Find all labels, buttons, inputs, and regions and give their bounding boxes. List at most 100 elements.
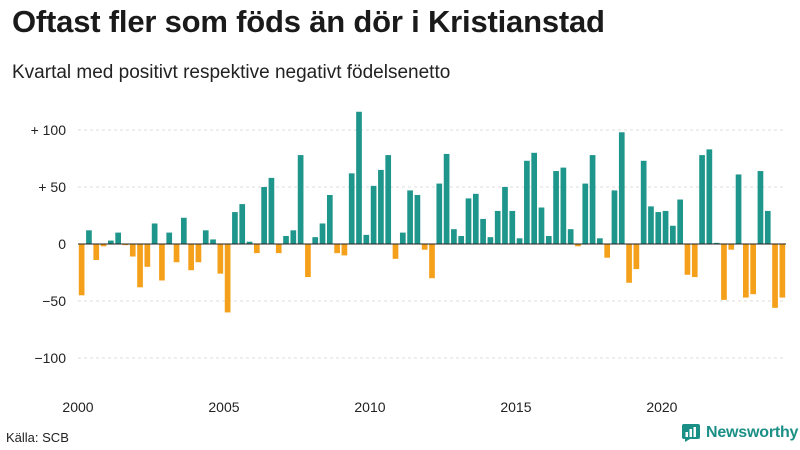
bar bbox=[494, 210, 501, 244]
bar bbox=[567, 229, 574, 244]
x-tick-label: 2020 bbox=[646, 399, 677, 415]
bar bbox=[253, 244, 260, 254]
bar bbox=[202, 230, 209, 244]
bar bbox=[553, 171, 559, 244]
bar bbox=[180, 217, 187, 244]
bar bbox=[743, 244, 749, 298]
bar bbox=[122, 244, 129, 246]
bar bbox=[86, 230, 92, 244]
bar bbox=[633, 244, 640, 270]
bar bbox=[297, 155, 304, 244]
bar bbox=[465, 198, 472, 244]
bar bbox=[290, 230, 297, 244]
bar bbox=[407, 190, 413, 244]
bar bbox=[772, 244, 778, 308]
bar bbox=[100, 244, 107, 247]
y-tick-label: −100 bbox=[34, 350, 66, 366]
bar bbox=[575, 244, 581, 247]
bar bbox=[626, 244, 632, 283]
source-note: Källa: SCB bbox=[6, 430, 69, 445]
bar bbox=[728, 244, 735, 250]
bar bbox=[399, 232, 406, 244]
bar bbox=[319, 223, 326, 244]
bar bbox=[531, 152, 538, 244]
bar bbox=[691, 244, 698, 278]
bar bbox=[356, 111, 362, 244]
bar bbox=[764, 210, 771, 244]
bar bbox=[275, 244, 282, 254]
bar bbox=[648, 206, 654, 244]
bar bbox=[334, 244, 340, 254]
x-tick-label: 2000 bbox=[62, 399, 93, 415]
brand-logo: Newsworthy bbox=[682, 424, 798, 442]
bar bbox=[137, 244, 143, 288]
y-tick-label: 0 bbox=[58, 236, 66, 252]
bar bbox=[560, 167, 567, 244]
bar bbox=[502, 187, 508, 244]
bar bbox=[451, 229, 457, 244]
bar bbox=[662, 210, 669, 244]
bar bbox=[750, 244, 756, 295]
bar bbox=[210, 239, 216, 244]
bar bbox=[385, 155, 392, 244]
bar bbox=[611, 190, 618, 244]
bar bbox=[684, 244, 691, 275]
bar bbox=[670, 225, 676, 244]
bar bbox=[545, 236, 552, 244]
bar bbox=[188, 244, 194, 271]
bar bbox=[509, 210, 516, 244]
bar bbox=[326, 194, 333, 244]
y-tick-label: + 50 bbox=[38, 179, 66, 195]
bar bbox=[699, 155, 705, 244]
bar bbox=[458, 236, 465, 244]
bar bbox=[195, 244, 202, 263]
bar bbox=[640, 160, 647, 244]
bar bbox=[392, 244, 399, 259]
bar bbox=[348, 173, 355, 244]
bar bbox=[472, 193, 479, 244]
bar bbox=[378, 169, 384, 244]
bar bbox=[217, 244, 224, 274]
bar bbox=[108, 240, 114, 244]
bar bbox=[582, 183, 589, 244]
bar bbox=[305, 244, 311, 278]
bar bbox=[414, 194, 421, 244]
bar bbox=[173, 244, 180, 263]
bar bbox=[232, 212, 238, 244]
bar bbox=[524, 160, 530, 244]
bar bbox=[129, 244, 136, 257]
bar bbox=[721, 244, 727, 300]
bar bbox=[363, 234, 370, 244]
y-tick-label: −50 bbox=[42, 293, 66, 309]
bar bbox=[261, 187, 267, 244]
bar bbox=[538, 207, 545, 244]
bar bbox=[429, 244, 435, 279]
bar bbox=[341, 244, 348, 256]
bar bbox=[224, 244, 231, 313]
newsworthy-logo-icon bbox=[682, 424, 700, 442]
bar bbox=[312, 237, 319, 244]
chart-title: Oftast fler som föds än dör i Kristianst… bbox=[12, 4, 605, 39]
bar bbox=[516, 238, 523, 244]
bar bbox=[166, 232, 173, 244]
y-tick-label: + 100 bbox=[31, 122, 67, 138]
bar bbox=[93, 244, 100, 260]
bar bbox=[655, 212, 662, 244]
bar bbox=[78, 244, 85, 296]
x-tick-label: 2015 bbox=[500, 399, 531, 415]
bar bbox=[480, 218, 486, 244]
bar bbox=[604, 244, 611, 258]
bar bbox=[735, 174, 742, 244]
x-tick-label: 2010 bbox=[354, 399, 385, 415]
bar bbox=[677, 199, 684, 244]
bar bbox=[706, 149, 713, 244]
bar bbox=[144, 244, 151, 267]
bar bbox=[443, 153, 450, 244]
bar bbox=[779, 244, 786, 298]
bar bbox=[246, 241, 253, 244]
bar bbox=[159, 244, 165, 281]
brand-name: Newsworthy bbox=[706, 424, 799, 441]
bar bbox=[757, 171, 764, 244]
bar bbox=[589, 155, 596, 244]
chart-subtitle: Kvartal med positivt respektive negativt… bbox=[12, 62, 451, 83]
